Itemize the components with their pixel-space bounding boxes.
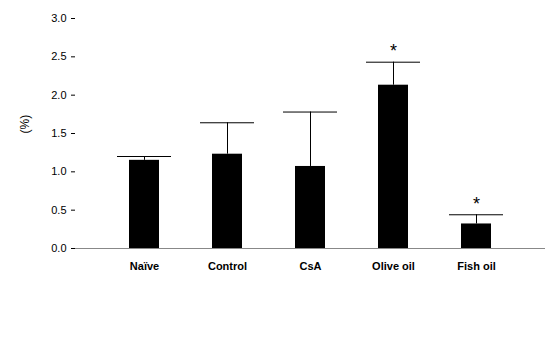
- svg-text:0.0: 0.0: [51, 242, 66, 254]
- svg-text:Control: Control: [208, 260, 247, 272]
- svg-text:Naïve: Naïve: [130, 260, 159, 272]
- svg-text:CsA: CsA: [299, 260, 321, 272]
- svg-text:*: *: [390, 41, 397, 61]
- svg-text:3.0: 3.0: [51, 12, 66, 24]
- svg-text:*: *: [473, 194, 480, 214]
- svg-text:0.5: 0.5: [51, 204, 66, 216]
- svg-text:(%): (%): [18, 115, 32, 134]
- svg-text:2.5: 2.5: [51, 50, 66, 62]
- svg-text:Fish oil: Fish oil: [457, 260, 496, 272]
- svg-text:Olive oil: Olive oil: [372, 260, 415, 272]
- svg-text:1.0: 1.0: [51, 165, 66, 177]
- svg-text:2.0: 2.0: [51, 89, 66, 101]
- svg-text:1.5: 1.5: [51, 127, 66, 139]
